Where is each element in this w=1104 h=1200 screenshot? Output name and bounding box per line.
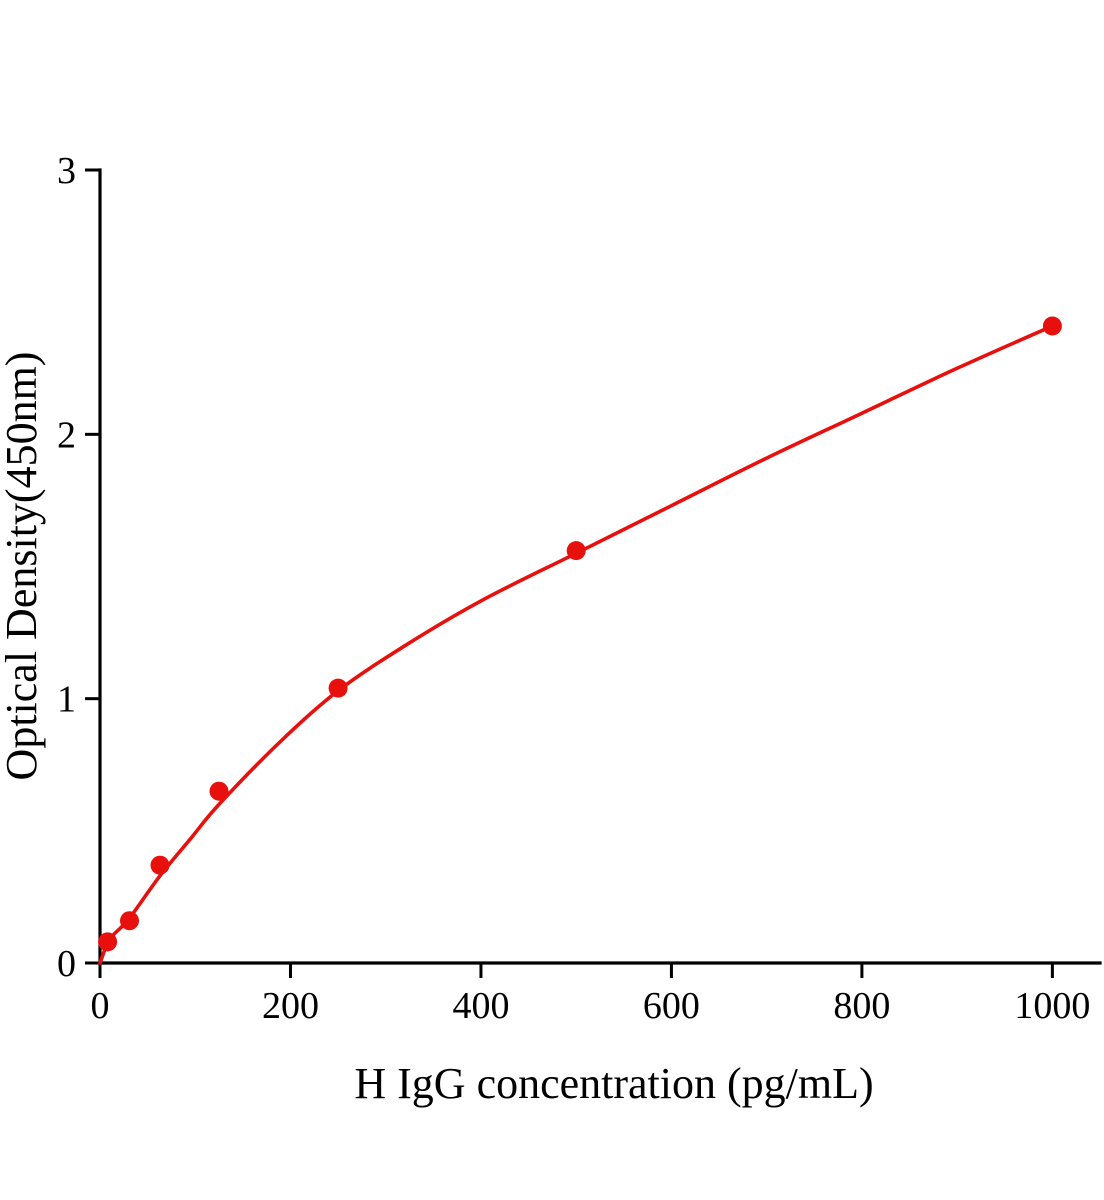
data-point: [120, 911, 139, 931]
y-tick-label: 1: [57, 679, 76, 721]
x-tick-label: 200: [262, 985, 319, 1027]
data-point: [209, 781, 229, 801]
x-tick-label: 400: [452, 985, 509, 1027]
data-point: [566, 541, 586, 561]
x-tick-label: 0: [91, 985, 110, 1027]
fit-curve: [98, 324, 1055, 965]
x-tick-label: 1000: [1014, 985, 1090, 1027]
axis-spines: [98, 168, 1102, 965]
data-point: [328, 678, 348, 698]
y-tick-label: 3: [57, 150, 76, 192]
x-tick-label: 600: [643, 985, 700, 1027]
data-point: [98, 932, 118, 952]
x-tick-label: 800: [833, 985, 890, 1027]
x-axis-title: H IgG concentration (pg/mL): [354, 1059, 873, 1108]
y-tick-label: 2: [57, 414, 76, 456]
data-point: [1042, 316, 1062, 336]
plot-area: 0 200 400 600 800 1000 0 1 2 3: [57, 150, 1102, 1027]
data-point: [150, 855, 170, 875]
y-axis-title: Optical Density(450nm): [0, 352, 46, 781]
y-tick-label: 0: [57, 943, 76, 985]
